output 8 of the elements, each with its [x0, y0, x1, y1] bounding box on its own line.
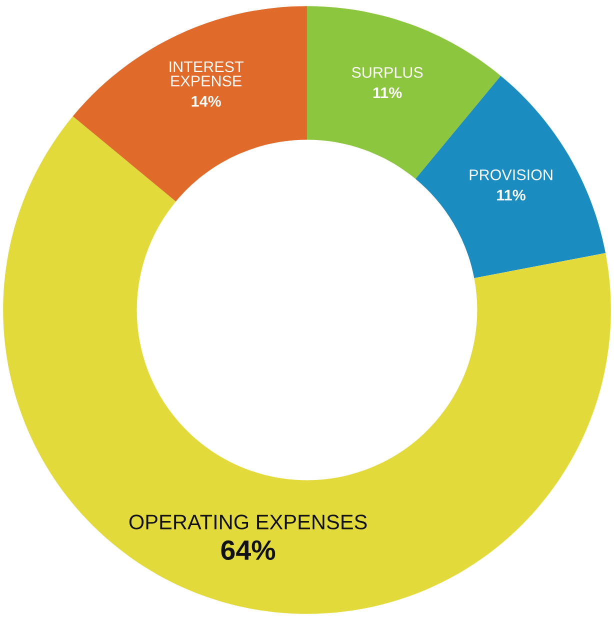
- slice-label: INTEREST EXPENSE: [170, 61, 244, 86]
- data-label: 14%: [192, 96, 221, 107]
- data-label: 11%: [373, 87, 402, 98]
- slice-label: PROVISION: [470, 169, 552, 180]
- slice-label: OPERATING EXPENSES: [129, 514, 367, 530]
- data-label: 11%: [497, 190, 526, 201]
- data-label: 64%: [221, 540, 276, 560]
- slice-label: SURPLUS: [352, 67, 423, 78]
